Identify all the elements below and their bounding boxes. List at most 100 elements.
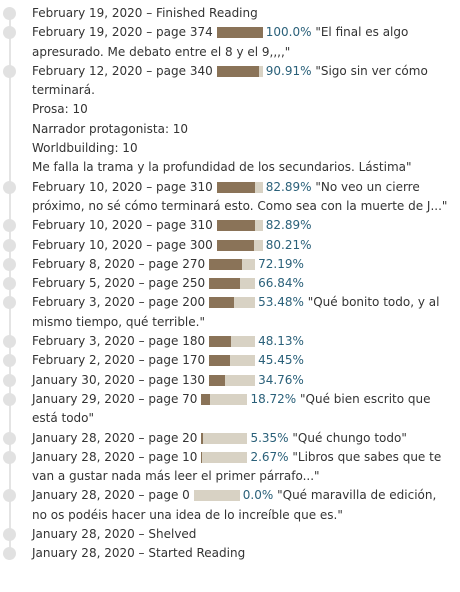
progress-entry: February 8, 2020 – page 270 72.19% xyxy=(0,255,460,274)
progress-percent: 100.0% xyxy=(265,25,312,40)
timeline-dot xyxy=(3,450,16,464)
progress-date-page: February 2, 2020 – page 170 xyxy=(32,353,206,368)
progress-bar xyxy=(209,355,256,367)
progress-entry: January 28, 2020 – page 20 5.35% "Qué chu… xyxy=(0,429,460,448)
progress-bar-fill xyxy=(209,374,226,386)
progress-percent: 45.45% xyxy=(258,353,304,368)
progress-bar-fill xyxy=(201,432,204,444)
note-text: Me falla la trama y la profundidad de lo… xyxy=(32,160,412,175)
progress-percent: 82.89% xyxy=(265,179,312,194)
progress-bar-fill xyxy=(209,258,243,270)
progress-bar-fill xyxy=(216,27,263,39)
progress-bar xyxy=(201,393,248,405)
timeline-dot xyxy=(3,392,16,406)
progress-bar xyxy=(193,490,240,502)
progress-entry: February 12, 2020 – page 340 90.91% "Sigo… xyxy=(0,62,460,101)
progress-comment: "Qué chungo todo" xyxy=(288,430,407,445)
reading-progress-timeline: February 19, 2020 – Finished Reading Febr… xyxy=(0,4,460,564)
progress-entry: February 5, 2020 – page 250 66.84% xyxy=(0,274,460,293)
status-entry: February 19, 2020 – Finished Reading xyxy=(0,4,460,23)
progress-percent: 2.67% xyxy=(250,449,289,464)
progress-date-page: January 28, 2020 – page 10 xyxy=(32,449,198,464)
progress-entry: February 19, 2020 – page 374 100.0% "El f… xyxy=(0,23,460,62)
status-text: January 28, 2020 – Shelved xyxy=(32,527,197,542)
timeline-dot xyxy=(3,64,16,78)
status-entry: January 28, 2020 – Started Reading xyxy=(0,544,460,563)
timeline-dot xyxy=(3,26,16,40)
progress-bar xyxy=(216,239,263,251)
progress-percent: 53.48% xyxy=(258,295,304,310)
note-text: Prosa: 10 xyxy=(32,102,88,117)
progress-date-page: January 30, 2020 – page 130 xyxy=(32,372,206,387)
status-entry: January 28, 2020 – Shelved xyxy=(0,525,460,544)
progress-percent: 34.76% xyxy=(258,372,304,387)
progress-bar xyxy=(216,27,263,39)
progress-entry: February 10, 2020 – page 310 82.89% "No v… xyxy=(0,178,460,217)
progress-date-page: February 10, 2020 – page 310 xyxy=(32,218,213,233)
progress-bar xyxy=(216,65,263,77)
timeline-dot xyxy=(3,335,16,349)
progress-comment: "Qué bonito todo, y al mismo tiempo, qué… xyxy=(32,295,440,329)
progress-bar-fill xyxy=(216,239,254,251)
progress-bar xyxy=(209,336,256,348)
status-text: February 19, 2020 – Finished Reading xyxy=(32,6,258,20)
progress-comment: "No veo un cierre próximo, no sé cómo te… xyxy=(32,179,448,213)
timeline-dot xyxy=(3,7,16,20)
progress-bar-fill xyxy=(216,181,255,193)
timeline-dot xyxy=(3,277,16,291)
progress-percent: 5.35% xyxy=(250,430,289,445)
progress-bar xyxy=(216,181,263,193)
progress-entry: February 2, 2020 – page 170 45.45% xyxy=(0,351,460,370)
progress-bar-fill xyxy=(209,355,231,367)
progress-percent: 80.21% xyxy=(265,237,312,252)
progress-entry: January 29, 2020 – page 70 18.72% "Qué bi… xyxy=(0,390,460,429)
progress-bar xyxy=(209,297,256,309)
progress-entry: January 28, 2020 – page 10 2.67% "Libros … xyxy=(0,448,460,487)
timeline-dot xyxy=(3,257,16,271)
progress-comment: "Sigo sin ver cómo terminará. xyxy=(32,63,428,98)
progress-bar-fill xyxy=(216,65,259,77)
progress-percent: 90.91% xyxy=(265,63,312,78)
progress-date-page: January 29, 2020 – page 70 xyxy=(32,391,198,406)
progress-bar-fill xyxy=(216,220,255,232)
progress-bar-fill xyxy=(209,336,232,348)
progress-entry: February 3, 2020 – page 200 53.48% "Qué b… xyxy=(0,293,460,332)
progress-comment: "El final es algo apresurado. Me debato … xyxy=(32,25,409,59)
progress-bar xyxy=(201,451,248,463)
progress-date-page: February 8, 2020 – page 270 xyxy=(32,256,206,271)
progress-bar xyxy=(201,432,248,444)
progress-date-page: February 12, 2020 – page 340 xyxy=(32,63,213,78)
progress-comment: "Libros que sabes que te van a gustar na… xyxy=(32,449,442,484)
timeline-dot xyxy=(3,354,16,368)
note-line: Narrador protagonista: 10 xyxy=(0,120,460,139)
progress-bar-fill xyxy=(209,278,241,290)
timeline-dot xyxy=(3,528,16,542)
progress-entry: February 10, 2020 – page 300 80.21% xyxy=(0,236,460,255)
progress-bar-fill xyxy=(209,297,235,309)
progress-percent: 48.13% xyxy=(258,334,304,349)
timeline-dot xyxy=(3,180,16,194)
progress-bar xyxy=(216,220,263,232)
progress-percent: 82.89% xyxy=(265,218,312,233)
progress-date-page: February 5, 2020 – page 250 xyxy=(32,276,206,291)
progress-entry: February 3, 2020 – page 180 48.13% xyxy=(0,332,460,351)
progress-bar-fill xyxy=(201,451,203,463)
progress-comment: "Qué bien escrito que está todo" xyxy=(32,391,431,426)
note-text: Worldbuilding: 10 xyxy=(32,141,138,156)
progress-percent: 0.0% xyxy=(242,488,274,503)
progress-date-page: February 19, 2020 – page 374 xyxy=(32,25,213,40)
note-line: Worldbuilding: 10 xyxy=(0,139,460,158)
progress-percent: 66.84% xyxy=(258,276,304,291)
progress-entry: January 30, 2020 – page 130 34.76% xyxy=(0,371,460,390)
progress-date-page: February 3, 2020 – page 180 xyxy=(32,334,206,349)
timeline-dot xyxy=(3,489,16,503)
progress-bar xyxy=(209,278,256,290)
progress-date-page: January 28, 2020 – page 20 xyxy=(32,430,198,445)
progress-bar xyxy=(209,374,256,386)
progress-percent: 18.72% xyxy=(250,391,297,406)
progress-entry: January 28, 2020 – page 0 0.0% "Qué marav… xyxy=(0,486,460,525)
timeline-dot xyxy=(3,547,16,561)
progress-percent: 72.19% xyxy=(258,256,304,271)
note-line: Prosa: 10 xyxy=(0,100,460,119)
status-text: January 28, 2020 – Started Reading xyxy=(32,546,246,561)
